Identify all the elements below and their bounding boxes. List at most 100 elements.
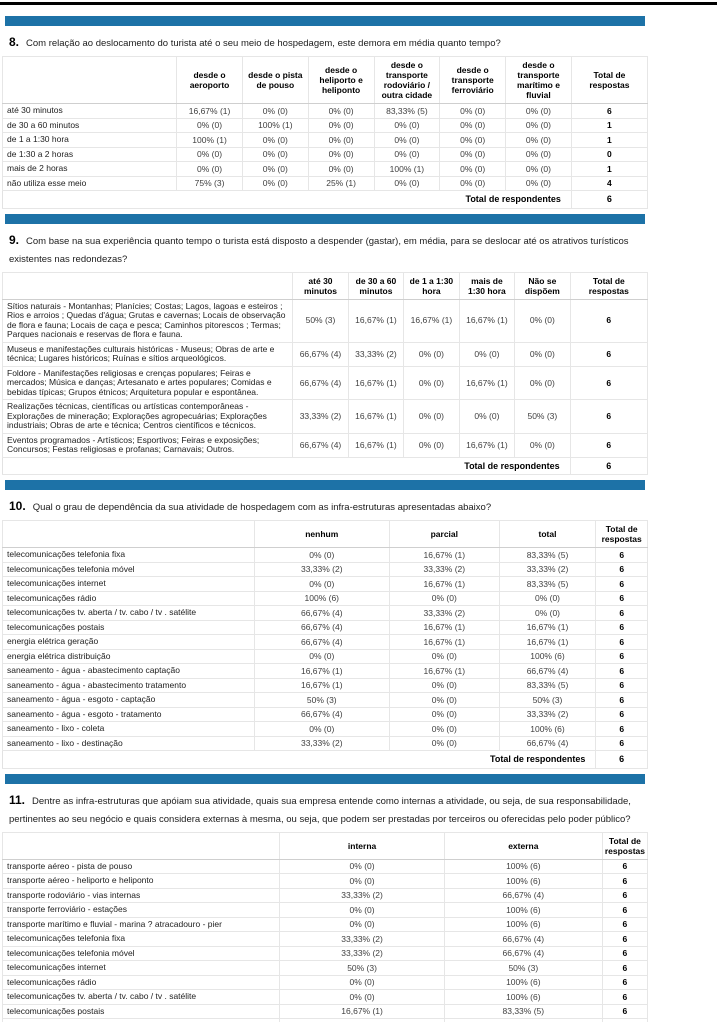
table-row: telecomunicações internet 0% (0) 16,67% (1… bbox=[2, 576, 648, 592]
question-number: 11. bbox=[9, 792, 26, 807]
cell-value: 0% (0) bbox=[279, 974, 445, 990]
question-number: 9. bbox=[9, 232, 20, 247]
cell-value: 0% (0) bbox=[498, 605, 597, 621]
row-total-responses: 6 bbox=[569, 341, 649, 367]
section-divider-bar bbox=[5, 16, 645, 26]
cell-value: 0% (0) bbox=[388, 706, 500, 722]
cell-value: 33,33% (2) bbox=[498, 561, 597, 577]
table-row: saneamento - lixo - destinação 33,33% (2)… bbox=[2, 735, 648, 751]
cell-value: 16,67% (1) bbox=[388, 634, 500, 650]
section-divider-bar bbox=[5, 213, 645, 224]
row-label-column-header bbox=[1, 271, 294, 300]
cell-value: 16,67% (1) bbox=[458, 298, 516, 343]
column-header: nenhum bbox=[253, 520, 390, 548]
cell-value: 33,33% (2) bbox=[388, 561, 500, 577]
cell-value: 0% (0) bbox=[253, 648, 390, 664]
cell-value: 0% (0) bbox=[253, 721, 390, 737]
table-row: Eventos programados - Artísticos; Esport… bbox=[1, 432, 649, 458]
table-row: saneamento - água - esgoto - tratamento 6… bbox=[2, 706, 648, 722]
cell-value: 16,67% (1) bbox=[498, 619, 597, 635]
cell-value: 0% (0) bbox=[388, 692, 500, 708]
cell-value: 66,67% (4) bbox=[253, 605, 390, 621]
cell-value: 0% (0) bbox=[241, 175, 309, 191]
column-header: desde o transporte ferroviário bbox=[439, 56, 507, 104]
column-header: Total de respostas bbox=[569, 271, 649, 300]
section-divider-bar bbox=[5, 480, 645, 490]
column-header: Total de respostas bbox=[595, 520, 648, 548]
row-label: mais de 2 horas bbox=[1, 161, 178, 177]
cell-value: 0% (0) bbox=[241, 132, 309, 148]
question-11-results-table: interna externa Total de respostas transpor… bbox=[1, 831, 649, 1022]
row-total-responses: 6 bbox=[595, 706, 648, 722]
cell-value: 0% (0) bbox=[373, 132, 441, 148]
cell-value: 66,67% (4) bbox=[498, 735, 597, 751]
total-respondents-label: Total de respondentes bbox=[2, 456, 571, 475]
question-section-10: 10. Qual o grau de dependência da sua ati… bbox=[2, 493, 648, 769]
table-header-row: interna externa Total de respostas bbox=[1, 831, 649, 860]
cell-value: 83,33% (5) bbox=[498, 547, 597, 563]
row-total-responses: 6 bbox=[595, 735, 648, 751]
cell-value: 0% (0) bbox=[307, 103, 375, 119]
table-row: Realizações técnicas, científicas ou art… bbox=[1, 399, 649, 434]
cell-value: 0% (0) bbox=[253, 547, 390, 563]
cell-value: 33,33% (2) bbox=[279, 945, 445, 961]
row-total-responses: 6 bbox=[601, 858, 649, 874]
row-label: energia elétrica geração bbox=[1, 1018, 281, 1022]
cell-value: 0% (0) bbox=[279, 989, 445, 1005]
row-total-responses: 6 bbox=[595, 663, 648, 679]
row-label-column-header bbox=[2, 520, 255, 548]
cell-value: 0% (0) bbox=[176, 117, 243, 133]
row-label-column-header bbox=[1, 831, 281, 860]
row-total-responses: 6 bbox=[595, 576, 648, 592]
column-header: desde o heliporto e heliponto bbox=[307, 56, 375, 104]
cell-value: 16,67% (1) bbox=[458, 365, 516, 400]
column-header: total bbox=[498, 520, 597, 548]
cell-value: 16,67% (1) bbox=[458, 432, 516, 458]
table-row: transporte rodoviário - vias internas 33,… bbox=[1, 887, 649, 903]
cell-value: 0% (0) bbox=[514, 365, 571, 400]
row-label: telecomunicações telefonia fixa bbox=[2, 547, 255, 563]
total-respondents-row: Total de respondentes 6 bbox=[2, 750, 648, 769]
table-row: Sítios naturais - Montanhas; Planícies; … bbox=[1, 298, 649, 343]
question-text: Com relação ao deslocamento do turista a… bbox=[26, 38, 501, 49]
row-label: Museus e manifestações culturais históri… bbox=[1, 341, 294, 367]
cell-value: 0% (0) bbox=[253, 576, 390, 592]
table-row: saneamento - lixo - coleta 0% (0) 0% (0) 10… bbox=[2, 721, 648, 737]
row-label: telecomunicações postais bbox=[1, 1003, 281, 1019]
cell-value: 33,33% (2) bbox=[279, 887, 445, 903]
table-row: transporte aéreo - pista de pouso 0% (0) 1… bbox=[1, 858, 649, 874]
table-row: transporte ferroviário - estações 0% (0) 1… bbox=[1, 902, 649, 918]
row-label: saneamento - água - esgoto - tratamento bbox=[2, 706, 255, 722]
cell-value: 0% (0) bbox=[307, 117, 375, 133]
question-number: 10. bbox=[9, 499, 26, 513]
table-header-row: desde o aeroporto desde o pista de pouso d… bbox=[1, 56, 649, 104]
cell-value: 100% (1) bbox=[176, 132, 243, 148]
row-total-responses: 1 bbox=[570, 161, 649, 177]
row-total-responses: 6 bbox=[601, 960, 649, 976]
row-total-responses: 1 bbox=[570, 132, 649, 148]
row-total-responses: 6 bbox=[595, 634, 648, 650]
row-total-responses: 6 bbox=[569, 432, 649, 458]
column-header: Não se dispõem bbox=[514, 271, 571, 300]
cell-value: 16,67% (1) bbox=[388, 547, 500, 563]
cell-value: 0% (0) bbox=[388, 590, 500, 606]
total-respondents-value: 6 bbox=[595, 750, 648, 769]
column-header: interna bbox=[279, 831, 445, 860]
cell-value: 83,33% (5) bbox=[498, 677, 597, 693]
cell-value: 100% (6) bbox=[443, 873, 603, 889]
cell-value: 0% (0) bbox=[403, 399, 460, 434]
cell-value: 16,67% (1) bbox=[403, 298, 460, 343]
cell-value: 0% (0) bbox=[373, 175, 441, 191]
row-total-responses: 6 bbox=[595, 590, 648, 606]
row-label: até 30 minutos bbox=[1, 103, 178, 119]
row-label: telecomunicações tv. aberta / tv. cabo /… bbox=[1, 989, 281, 1005]
cell-value: 83,33% (5) bbox=[498, 576, 597, 592]
cell-value: 0% (0) bbox=[439, 132, 507, 148]
row-total-responses: 6 bbox=[601, 945, 649, 961]
table-row: saneamento - água - abastecimento tratam… bbox=[2, 677, 648, 693]
table-row: telecomunicações tv. aberta / tv. cabo /… bbox=[1, 989, 649, 1005]
table-row: Museus e manifestações culturais históri… bbox=[1, 341, 649, 367]
table-row: saneamento - água - abastecimento captaç… bbox=[2, 663, 648, 679]
cell-value: 100% (1) bbox=[241, 117, 309, 133]
question-text: Qual o grau de dependência da sua ativid… bbox=[32, 502, 492, 513]
